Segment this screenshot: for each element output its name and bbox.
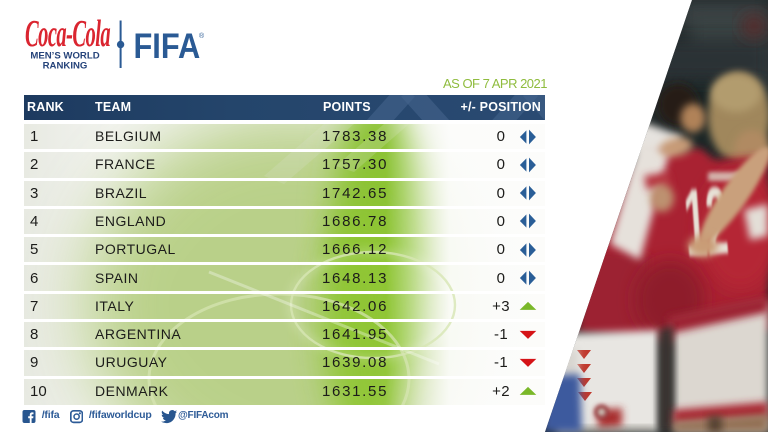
svg-text:RANKING: RANKING: [43, 61, 88, 72]
svg-text:FIFA: FIFA: [134, 26, 201, 65]
svg-text:MEN’S WORLD: MEN’S WORLD: [30, 51, 99, 62]
svg-text:®: ®: [199, 32, 205, 40]
svg-text:Coca-Cola: Coca-Cola: [25, 12, 110, 54]
